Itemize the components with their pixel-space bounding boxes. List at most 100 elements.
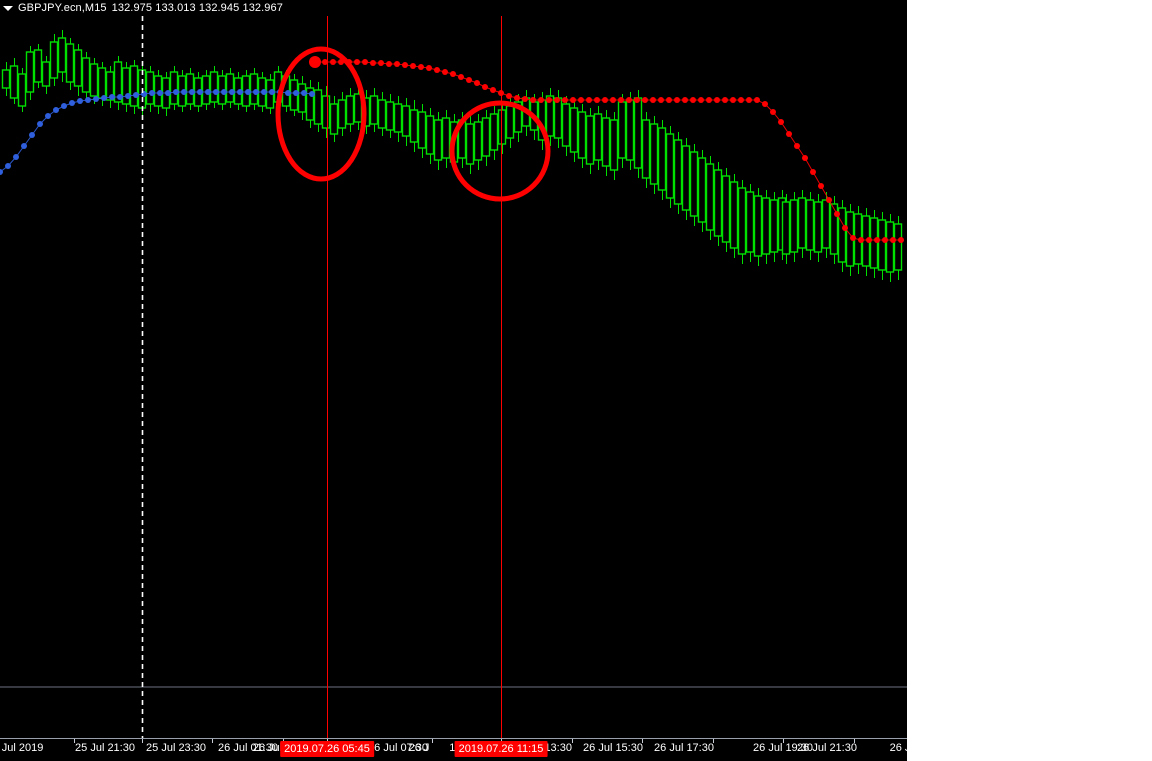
candlestick bbox=[713, 162, 723, 246]
sar-dot bbox=[546, 97, 552, 103]
sar-dot bbox=[229, 89, 235, 95]
candle-body bbox=[129, 65, 139, 107]
axis-tick-mark bbox=[783, 739, 784, 743]
axis-tick-label: 5 Jul 2019 bbox=[0, 742, 44, 754]
sar-dot bbox=[418, 64, 424, 70]
sar-dot bbox=[746, 97, 752, 103]
sar-dot bbox=[738, 97, 744, 103]
candlestick bbox=[721, 168, 731, 252]
sar-dot bbox=[554, 97, 560, 103]
sar-dot bbox=[810, 169, 816, 175]
candle-body bbox=[433, 119, 443, 161]
time-cursor-label[interactable]: 2019.07.26 05:45 bbox=[280, 741, 374, 757]
candle-body bbox=[609, 119, 619, 171]
candlestick bbox=[769, 192, 779, 262]
candlestick bbox=[385, 94, 395, 138]
candlestick bbox=[81, 52, 91, 100]
sar-dot bbox=[858, 237, 864, 243]
sar-dot bbox=[482, 84, 488, 90]
sar-dot bbox=[626, 97, 632, 103]
sar-dot bbox=[450, 71, 456, 77]
sar-dot bbox=[634, 97, 640, 103]
candle-body bbox=[425, 115, 435, 155]
sar-dot bbox=[261, 89, 267, 95]
sar-series bbox=[0, 89, 315, 175]
candle-body bbox=[601, 117, 611, 167]
annotation-ellipse-right[interactable] bbox=[449, 100, 551, 202]
desktop-background bbox=[907, 0, 1152, 761]
sar-dot bbox=[442, 69, 448, 75]
sar-dot bbox=[221, 89, 227, 95]
annotation-layer bbox=[275, 46, 551, 202]
candlestick bbox=[57, 30, 67, 82]
sar-dot bbox=[714, 97, 720, 103]
candle-body bbox=[789, 199, 799, 253]
candlestick bbox=[869, 210, 879, 278]
candle-body bbox=[657, 127, 667, 191]
candle-body bbox=[893, 223, 903, 271]
candle-body bbox=[209, 71, 219, 103]
candle-body bbox=[781, 201, 791, 255]
candle-body bbox=[729, 181, 739, 249]
candle-body bbox=[1, 69, 11, 89]
candlestick bbox=[781, 194, 791, 264]
sar-dot bbox=[5, 163, 11, 169]
annotation-ellipse-left[interactable] bbox=[275, 46, 367, 182]
sar-dot bbox=[570, 97, 576, 103]
axis-tick-mark bbox=[74, 739, 75, 743]
candle-body bbox=[769, 199, 779, 253]
candlestick bbox=[209, 66, 219, 108]
sar-dot bbox=[69, 100, 75, 106]
candle-body bbox=[705, 163, 715, 231]
candle-body bbox=[145, 71, 155, 105]
sar-dot bbox=[394, 61, 400, 67]
sar-dot bbox=[778, 119, 784, 125]
sar-dot bbox=[850, 235, 856, 241]
sar-dot bbox=[674, 97, 680, 103]
candlestick bbox=[689, 144, 699, 226]
sar-dot bbox=[866, 237, 872, 243]
candle-body bbox=[745, 191, 755, 253]
axis-tick-mark bbox=[212, 739, 213, 743]
candle-body bbox=[877, 219, 887, 271]
candle-body bbox=[337, 99, 347, 129]
axis-tick-label: 25 Jul 23:30 bbox=[146, 742, 206, 754]
candlestick bbox=[41, 56, 51, 94]
time-axis[interactable]: 5 Jul 2019 25 Jul 21:30 25 Jul 23:30 26 Jul… bbox=[0, 738, 907, 761]
sar-dot bbox=[786, 131, 792, 137]
candlestick bbox=[665, 126, 675, 208]
time-cursor-label[interactable]: 2019.07.26 11:15 bbox=[454, 741, 548, 757]
candlestick bbox=[877, 212, 887, 280]
sar-dot bbox=[109, 94, 115, 100]
candle-body bbox=[585, 115, 595, 165]
candle-body bbox=[369, 95, 379, 125]
candlestick bbox=[729, 174, 739, 258]
axis-tick-mark bbox=[642, 739, 643, 743]
sar-dot bbox=[245, 89, 251, 95]
sar-dot bbox=[882, 237, 888, 243]
candlestick bbox=[593, 106, 603, 170]
sar-dot bbox=[29, 132, 35, 138]
candlestick bbox=[441, 110, 451, 168]
axis-tick-mark bbox=[713, 739, 714, 743]
candle-body bbox=[169, 71, 179, 105]
price-plot-area[interactable] bbox=[0, 16, 907, 738]
sar-dot bbox=[506, 93, 512, 99]
candlestick bbox=[89, 58, 99, 104]
axis-tick-label: 26 Jul 17:30 bbox=[654, 742, 714, 754]
candlestick bbox=[297, 76, 307, 120]
candlestick bbox=[225, 68, 235, 108]
candlestick bbox=[837, 200, 847, 272]
sar-dot bbox=[794, 143, 800, 149]
candle-body bbox=[441, 117, 451, 159]
sar-dot bbox=[189, 89, 195, 95]
sar-dot bbox=[642, 97, 648, 103]
candle-body bbox=[649, 123, 659, 185]
sar-dot bbox=[762, 101, 768, 107]
candle-body bbox=[837, 207, 847, 263]
candle-body bbox=[297, 83, 307, 113]
chevron-down-icon[interactable] bbox=[3, 5, 13, 11]
sar-dot bbox=[205, 89, 211, 95]
sar-dot bbox=[730, 97, 736, 103]
candlestick bbox=[409, 100, 419, 152]
